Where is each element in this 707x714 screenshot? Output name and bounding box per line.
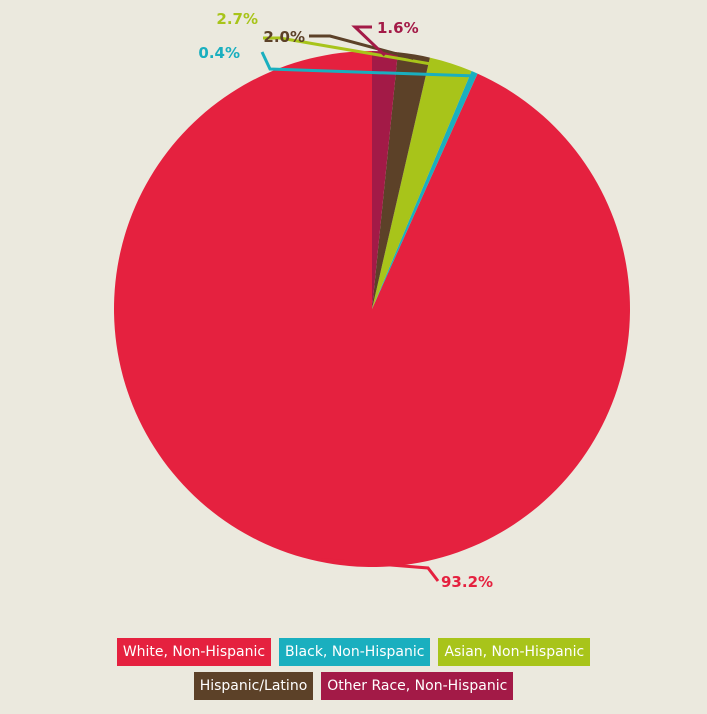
leader-lines-group (260, 25, 474, 582)
value-label-other: 1.6% (377, 19, 419, 37)
pie-slice-hispanic (372, 52, 430, 310)
leader-line-black (260, 51, 474, 78)
legend-item-other: Other Race, Non-Hispanic (321, 672, 514, 700)
legend-item-hispanic: Hispanic/Latino (193, 672, 314, 700)
legend-row: White, Non-Hispanic Black, Non-Hispanic … (116, 638, 591, 666)
value-label-white: 93.2% (441, 573, 493, 591)
legend-item-white: White, Non-Hispanic (116, 638, 272, 666)
value-label-asian: 2.7% (216, 10, 258, 28)
leader-line-other (351, 25, 386, 57)
value-label-hispanic: 2.0% (263, 28, 305, 46)
value-labels-group: 93.2% 0.4% 2.7% 2.0% 1.6% (198, 10, 493, 591)
legend-item-black: Black, Non-Hispanic (279, 638, 431, 666)
pie-slice-white (114, 51, 631, 567)
slices-group (114, 51, 631, 567)
legend-item-asian: Asian, Non-Hispanic (438, 638, 591, 666)
leader-line-asian (263, 36, 451, 69)
pie-slice-black (372, 70, 478, 309)
value-label-black: 0.4% (198, 44, 240, 62)
leader-line-hispanic (309, 34, 414, 60)
legend: White, Non-Hispanic Black, Non-Hispanic … (0, 638, 707, 700)
leader-line-white (318, 557, 440, 582)
pie-slice-asian (372, 57, 472, 309)
pie-slice-other (372, 51, 398, 309)
legend-row: Hispanic/Latino Other Race, Non-Hispanic (193, 672, 514, 700)
